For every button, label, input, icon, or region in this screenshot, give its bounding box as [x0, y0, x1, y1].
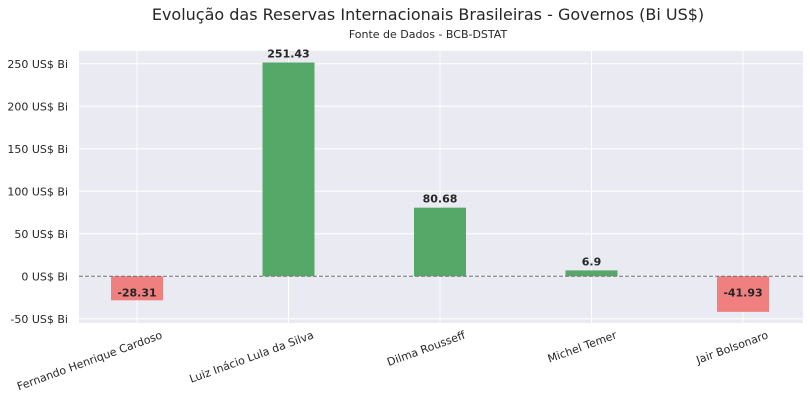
- data-labels: -28.31 251.43 80.68 6.9 -41.93: [117, 48, 762, 300]
- data-label: -41.93: [723, 286, 762, 299]
- x-tick-label: Luiz Inácio Lula da Silva: [188, 329, 316, 386]
- data-label: -28.31: [117, 286, 156, 299]
- data-label: 6.9: [582, 255, 602, 268]
- bar: [262, 62, 315, 277]
- x-tick-label: Jair Bolsonaro: [694, 329, 771, 367]
- data-label: 251.43: [267, 48, 309, 61]
- chart-title: Evolução das Reservas Internacionais Bra…: [152, 5, 704, 24]
- bar: [414, 207, 466, 277]
- chart-subtitle: Fonte de Dados - BCB-DSTAT: [349, 28, 508, 41]
- bar: [111, 276, 163, 301]
- bars: [111, 62, 769, 312]
- y-tick-label: -50 US$ Bi: [10, 313, 68, 326]
- y-tick-label: 0 US$ Bi: [21, 270, 68, 283]
- data-label: 80.68: [423, 193, 458, 206]
- y-tick-label: 250 US$ Bi: [7, 58, 68, 71]
- y-tick-label: 50 US$ Bi: [14, 228, 68, 241]
- y-axis-ticks: -50 US$ Bi 0 US$ Bi 50 US$ Bi 100 US$ Bi 150…: [7, 58, 68, 326]
- bar: [565, 270, 618, 277]
- x-tick-label: Michel Temer: [546, 328, 619, 365]
- plot-area: [79, 51, 803, 323]
- x-axis-ticks: Fernando Henrique Cardoso Luiz Inácio Lul…: [15, 328, 770, 393]
- x-tick-label: Dilma Rousseff: [385, 328, 467, 368]
- y-tick-label: 150 US$ Bi: [7, 143, 68, 156]
- x-tick-label: Fernando Henrique Cardoso: [15, 329, 164, 394]
- y-tick-label: 100 US$ Bi: [7, 185, 68, 198]
- y-tick-label: 200 US$ Bi: [7, 100, 68, 113]
- bar: [717, 276, 769, 312]
